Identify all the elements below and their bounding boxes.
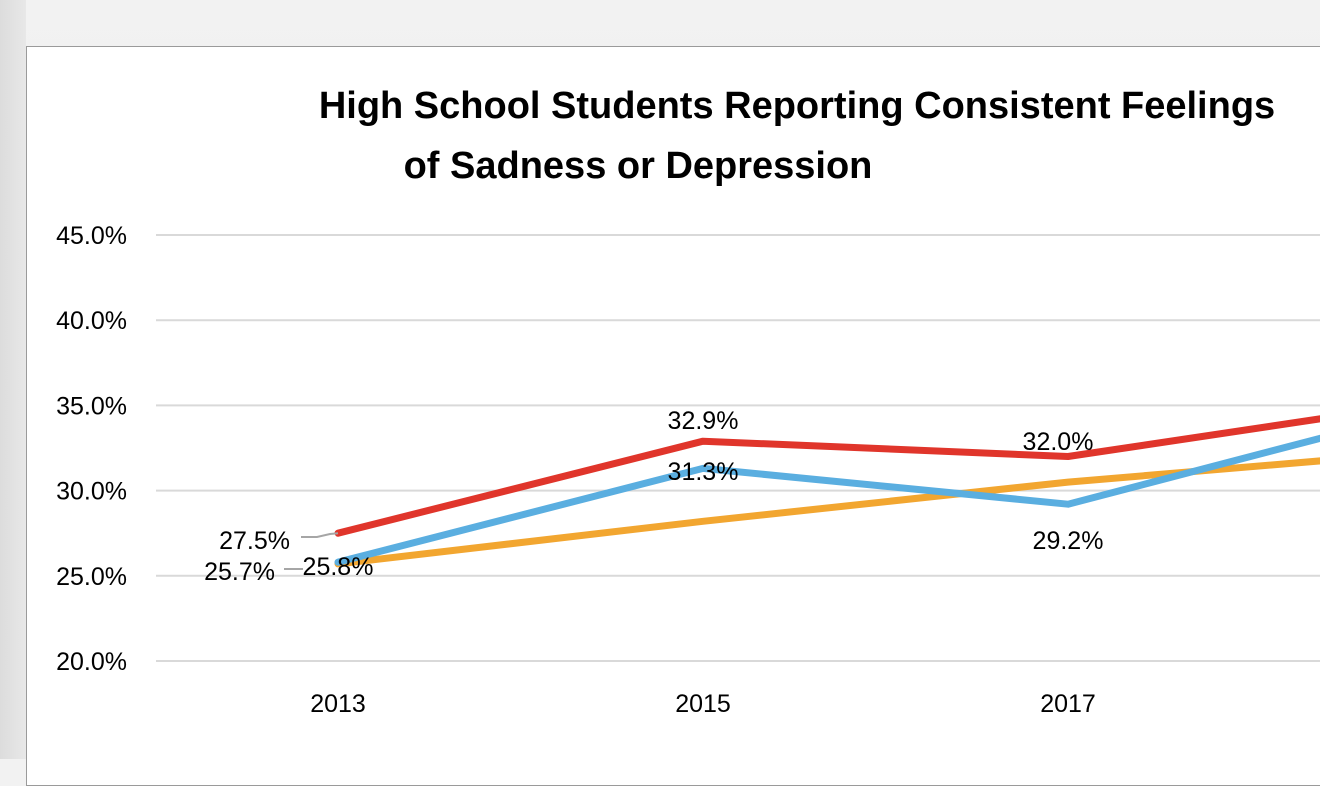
y-tick-label: 25.0%	[56, 563, 127, 591]
data-label: 29.2%	[1033, 527, 1104, 555]
chart-title-line-1: High School Students Reporting Consisten…	[319, 85, 1275, 127]
y-tick-label: 35.0%	[56, 392, 127, 420]
data-label: 25.7%	[204, 558, 275, 586]
chart-title-line-2: of Sadness or Depression	[404, 145, 873, 187]
data-label: 31.3%	[668, 458, 739, 486]
data-label: 25.8%	[303, 553, 374, 581]
data-labels: 27.5% 32.9% 32.0% 25.8% 31.3% 29.2% 25.7%	[204, 407, 1103, 586]
x-tick-label: 2017	[1040, 690, 1096, 718]
chart-container: 45.0% 40.0% 35.0% 30.0% 25.0% 20.0% 2013 2015 20…	[26, 46, 1320, 786]
line-chart: 45.0% 40.0% 35.0% 30.0% 25.0% 20.0% 2013 2015 20…	[56, 85, 1320, 718]
page-background	[0, 0, 26, 759]
y-tick-label: 45.0%	[56, 222, 127, 250]
y-tick-label: 40.0%	[56, 307, 127, 335]
series-line	[334, 415, 1320, 537]
gridlines	[156, 234, 1320, 662]
x-tick-label: 2013	[310, 690, 366, 718]
x-tick-label: 2015	[675, 690, 731, 718]
y-tick-label: 20.0%	[56, 648, 127, 676]
chart-title: High School Students Reporting Consisten…	[319, 85, 1275, 187]
series-lines	[334, 415, 1320, 568]
data-label: 32.9%	[668, 407, 739, 435]
data-label: 27.5%	[219, 527, 290, 555]
tick-labels: 45.0% 40.0% 35.0% 30.0% 25.0% 20.0% 2013 2015 20…	[56, 222, 1096, 718]
data-label: 32.0%	[1023, 428, 1094, 456]
y-tick-label: 30.0%	[56, 478, 127, 506]
series-line	[334, 434, 1320, 566]
series-line	[334, 457, 1320, 568]
leader-line	[301, 532, 339, 538]
